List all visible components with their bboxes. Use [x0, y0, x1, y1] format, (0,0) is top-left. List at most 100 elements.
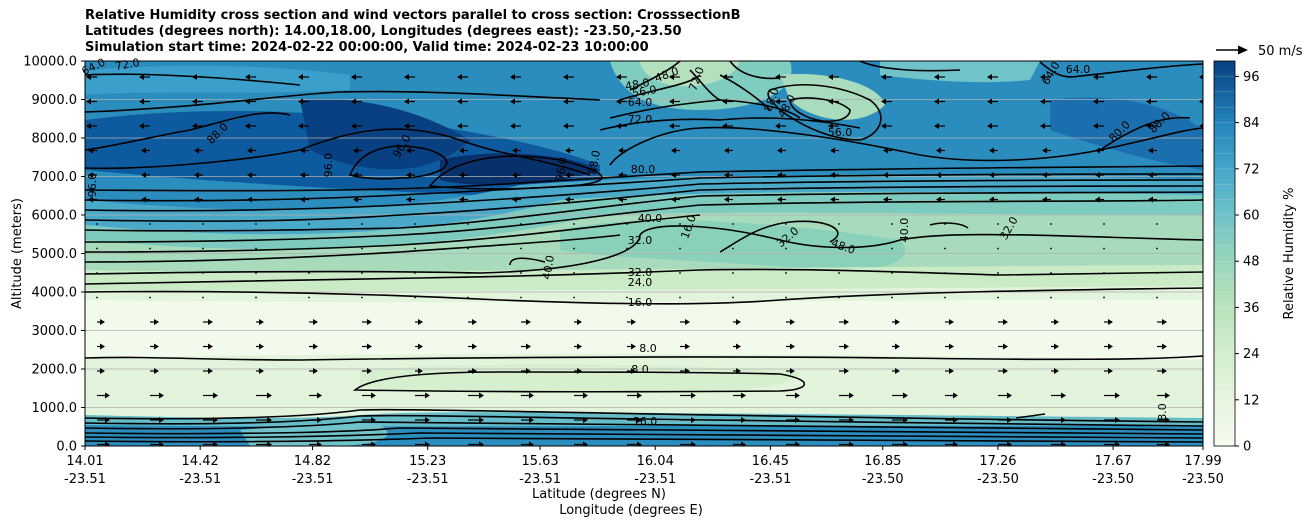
wind-vector-head [895, 319, 900, 325]
wind-vector-head [459, 147, 464, 154]
wind-vector-head [154, 343, 159, 350]
colorbar-tick-label: 84 [1243, 116, 1260, 131]
wind-vector-head [105, 417, 110, 423]
wind-vector-head [1148, 172, 1153, 178]
wind-vector-head [313, 368, 318, 374]
x-tick-label-lon: -23.51 [407, 472, 449, 487]
wind-vector-head [472, 319, 477, 325]
chart-title-line-3: Simulation start time: 2024-02-22 00:00:… [85, 40, 649, 55]
wind-vector-head [192, 98, 197, 105]
wind-vector-dot [573, 296, 575, 299]
wind-vector-head [105, 441, 110, 446]
y-tick-label: 3000.0 [32, 324, 78, 339]
wind-vector-head [987, 74, 992, 80]
wind-vector-head [618, 172, 623, 178]
wind-vector-head [1108, 343, 1113, 350]
wind-vector-head [849, 417, 854, 423]
wind-vector-dot [1050, 247, 1052, 250]
x-tick-label-lat: 16.45 [752, 454, 789, 469]
wind-vector-dot [1050, 296, 1052, 299]
wind-vector-head [830, 172, 835, 178]
wind-vector-head [883, 147, 888, 154]
contour-label: 16.0 [633, 415, 658, 428]
wind-vector-dot [1156, 272, 1158, 274]
wind-vector-head [936, 147, 941, 154]
wind-vector-head [936, 172, 941, 178]
wind-vector-head [247, 172, 252, 178]
wind-vector-head [313, 319, 318, 325]
contour-label: 8.0 [631, 363, 649, 376]
wind-vector-head [406, 172, 411, 178]
wind-vector-head [1061, 441, 1066, 446]
wind-vector-head [895, 368, 900, 374]
wind-vector-head [577, 343, 582, 350]
contour-label: 24.0 [628, 276, 653, 289]
wind-vector-dot [944, 272, 946, 274]
wind-vector-head [631, 319, 636, 325]
wind-vector-head [351, 98, 356, 105]
wind-vector-head [154, 368, 159, 374]
wind-vector-head [510, 74, 515, 80]
wind-vector-head [631, 343, 636, 350]
wind-vector-head [154, 319, 159, 325]
wind-vector-head [526, 368, 531, 374]
wind-vector-head [245, 74, 250, 80]
wind-vector-head [1165, 417, 1170, 423]
wind-vector-dot [944, 296, 946, 299]
wind-vector-head [510, 123, 515, 129]
y-tick-label: 9000.0 [32, 93, 78, 108]
wind-vector-head [953, 441, 958, 446]
x-tick-label-lon: -23.51 [634, 472, 676, 487]
wind-vector-head [934, 98, 939, 105]
wind-vector-head [418, 368, 423, 374]
contour-label: 64.0 [1066, 63, 1091, 76]
wind-vector-dot [838, 223, 840, 225]
wind-vector-head [267, 441, 272, 446]
wind-vector-dot [626, 223, 628, 225]
wind-vector-head [141, 196, 146, 203]
wind-vector-head [1007, 392, 1012, 399]
wind-vector-head [637, 441, 642, 446]
wind-vector-dot [361, 296, 363, 299]
wind-vector-head [936, 196, 941, 203]
wind-vector-head [565, 147, 570, 154]
wind-vector-head [1093, 74, 1098, 80]
contour-label: 88.0 [586, 149, 603, 175]
wind-vector-head [371, 441, 376, 446]
wind-vector-head [213, 392, 218, 399]
wind-vector-dot [732, 223, 734, 225]
wind-vector-head [353, 172, 358, 178]
wind-vector-dot [414, 223, 416, 225]
wind-vector-dot [732, 272, 734, 274]
wind-vector-head [194, 196, 199, 203]
wind-vector-dot [149, 247, 151, 250]
wind-vector-head [526, 343, 531, 350]
wind-vector-head [1148, 147, 1153, 154]
grid-lines [85, 99, 1203, 408]
wind-vector-dot [96, 223, 98, 225]
wind-vector-dot [785, 223, 787, 225]
wind-vector-head [100, 319, 105, 325]
wind-vector-head [934, 74, 939, 80]
wind-vector-head [722, 123, 727, 129]
wind-vector-head [425, 417, 430, 423]
x-axis-label-secondary: Longitude (degrees E) [559, 503, 703, 518]
x-tick-label-lat: 16.04 [637, 454, 674, 469]
wind-vector-head [777, 172, 782, 178]
wind-vector-dot [96, 247, 98, 250]
contour-label: 32.0 [628, 234, 653, 247]
wind-vector-dot [467, 296, 469, 299]
wind-vector-head [1095, 147, 1100, 154]
wind-vector-head [616, 123, 621, 129]
wind-vector-dot [891, 223, 893, 225]
wind-vector-head [565, 196, 570, 203]
wind-vector-head [736, 343, 741, 350]
wind-vector-head [1146, 123, 1151, 129]
wind-vector-head [88, 147, 93, 154]
wind-vector-dot [149, 296, 151, 299]
wind-vector-head [1054, 319, 1059, 325]
contour-label: 32.0 [628, 266, 653, 279]
wind-vector-head [1003, 319, 1008, 325]
y-axis: 0.0 1000.0 2000.0 3000.0 4000.0 5000.0 6000.0 7… [23, 55, 85, 455]
